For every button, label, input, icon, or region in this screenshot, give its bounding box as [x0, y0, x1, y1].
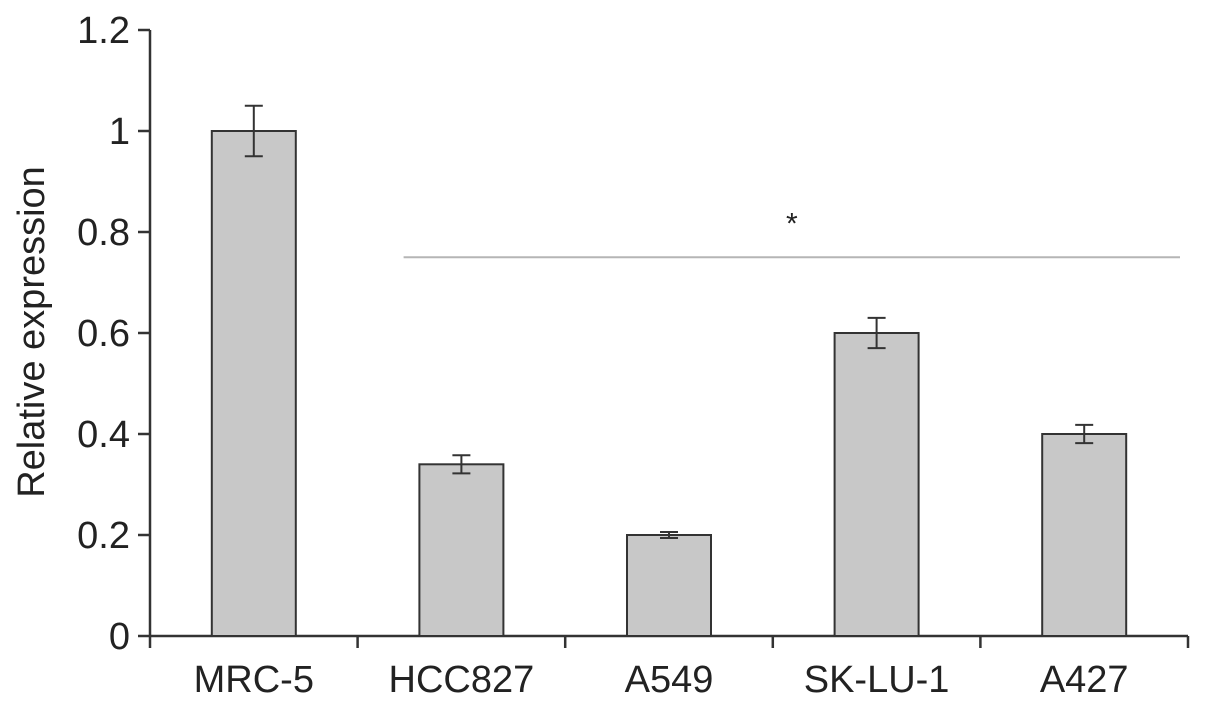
- y-axis: 0 0.2 0.4 0.6 0.8 1 1.2: [77, 10, 152, 658]
- y-axis-title: Relative expression: [11, 166, 53, 498]
- y-tick-label: 0.2: [77, 515, 130, 557]
- y-tick-label: 0.6: [77, 313, 130, 355]
- error-bar: [452, 454, 471, 475]
- x-axis: MRC-5 HCC827 A549 SK-LU-1 A427: [148, 634, 1190, 701]
- bar-hcc827: [418, 463, 505, 637]
- x-tick-label: HCC827: [389, 659, 535, 701]
- significance-annotation: *: [403, 207, 1180, 259]
- bars: [210, 130, 1128, 637]
- error-bar: [1075, 423, 1094, 445]
- y-tick-label: 1.2: [77, 10, 130, 52]
- bar-sk-lu-1: [833, 332, 920, 637]
- error-bar: [244, 104, 263, 158]
- y-tick-label: 1: [109, 111, 130, 153]
- y-tick-label: 0.4: [77, 414, 130, 456]
- error-bars: [244, 104, 1094, 540]
- bar-a427: [1041, 433, 1128, 637]
- error-bar: [867, 316, 886, 350]
- significance-asterisk: *: [786, 207, 798, 240]
- error-bar: [660, 530, 678, 540]
- x-tick-label: A427: [1040, 659, 1129, 701]
- x-tick-label: A549: [625, 659, 714, 701]
- bar-a549: [626, 534, 712, 637]
- x-tick-label: MRC-5: [194, 659, 314, 701]
- y-tick-label: 0.8: [77, 212, 130, 254]
- x-tick-label: SK-LU-1: [804, 659, 950, 701]
- bar-mrc-5: [210, 130, 297, 637]
- y-tick-label: 0: [109, 616, 130, 658]
